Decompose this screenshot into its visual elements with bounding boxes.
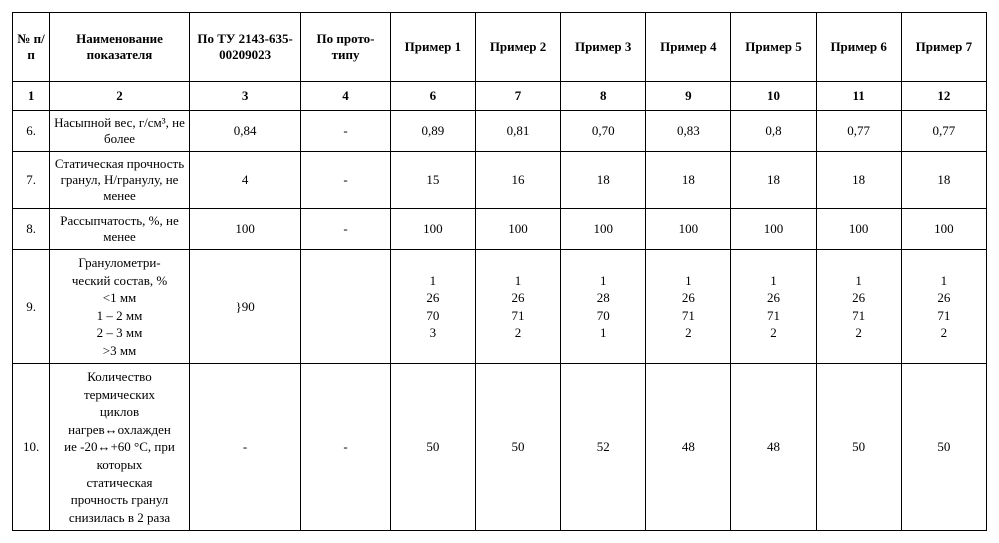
col-number: 12 — [901, 82, 986, 111]
cell: 52 — [561, 364, 646, 531]
cell: 15 — [390, 152, 475, 209]
row-index: 9. — [13, 250, 50, 364]
cell: - — [301, 152, 391, 209]
row-name: Гранулометри- ческий состав, % <1 мм 1 –… — [50, 250, 190, 364]
row-index: 6. — [13, 111, 50, 152]
row-name: Рассыпчатость, %, не менее — [50, 209, 190, 250]
cell: - — [301, 111, 391, 152]
cell: 100 — [816, 209, 901, 250]
cell: 1 26 71 2 — [475, 250, 560, 364]
col-number: 4 — [301, 82, 391, 111]
col-number: 8 — [561, 82, 646, 111]
col-header: Пример 1 — [390, 13, 475, 82]
cell: 1 26 71 2 — [816, 250, 901, 364]
cell: - — [301, 364, 391, 531]
cell: 0,77 — [901, 111, 986, 152]
col-header: № п/п — [13, 13, 50, 82]
cell: 50 — [475, 364, 560, 531]
cell: 18 — [646, 152, 731, 209]
row-index: 8. — [13, 209, 50, 250]
cell: 18 — [816, 152, 901, 209]
cell: 50 — [816, 364, 901, 531]
cell: 100 — [189, 209, 300, 250]
table-row: 10. Количество термических циклов нагрев… — [13, 364, 987, 531]
table-row: 7. Статическая прочность гранул, Н/грану… — [13, 152, 987, 209]
col-number: 11 — [816, 82, 901, 111]
cell: 0,8 — [731, 111, 816, 152]
cell: 18 — [561, 152, 646, 209]
table-row: 6. Насыпной вес, г/см³, не более 0,84 - … — [13, 111, 987, 152]
col-header: Наименование показателя — [50, 13, 190, 82]
cell: 0,89 — [390, 111, 475, 152]
row-index: 10. — [13, 364, 50, 531]
col-header: По ТУ 2143-635-00209023 — [189, 13, 300, 82]
cell: 48 — [646, 364, 731, 531]
data-table: № п/п Наименование показателя По ТУ 2143… — [12, 12, 987, 531]
col-number: 2 — [50, 82, 190, 111]
cell: 100 — [731, 209, 816, 250]
col-header: Пример 3 — [561, 13, 646, 82]
col-header: Пример 2 — [475, 13, 560, 82]
cell: }90 — [189, 250, 300, 364]
col-number: 1 — [13, 82, 50, 111]
cell: 1 28 70 1 — [561, 250, 646, 364]
cell: 0,83 — [646, 111, 731, 152]
cell: 0,70 — [561, 111, 646, 152]
row-name: Количество термических циклов нагрев↔охл… — [50, 364, 190, 531]
col-number: 6 — [390, 82, 475, 111]
cell: 100 — [561, 209, 646, 250]
col-header: По прото- типу — [301, 13, 391, 82]
cell: 50 — [901, 364, 986, 531]
cell: - — [189, 364, 300, 531]
col-number: 7 — [475, 82, 560, 111]
cell: 1 26 71 2 — [731, 250, 816, 364]
cell: 100 — [475, 209, 560, 250]
header-row: № п/п Наименование показателя По ТУ 2143… — [13, 13, 987, 82]
cell: 50 — [390, 364, 475, 531]
col-header: Пример 5 — [731, 13, 816, 82]
cell: 1 26 70 3 — [390, 250, 475, 364]
cell: 1 26 71 2 — [646, 250, 731, 364]
row-index: 7. — [13, 152, 50, 209]
row-name: Статическая прочность гранул, Н/гранулу,… — [50, 152, 190, 209]
col-number: 10 — [731, 82, 816, 111]
cell: 0,84 — [189, 111, 300, 152]
cell: 16 — [475, 152, 560, 209]
cell: 100 — [390, 209, 475, 250]
row-name: Насыпной вес, г/см³, не более — [50, 111, 190, 152]
col-header: Пример 6 — [816, 13, 901, 82]
cell: 0,81 — [475, 111, 560, 152]
cell: 48 — [731, 364, 816, 531]
cell: 4 — [189, 152, 300, 209]
col-header: Пример 7 — [901, 13, 986, 82]
header-number-row: 1 2 3 4 6 7 8 9 10 11 12 — [13, 82, 987, 111]
cell: 100 — [901, 209, 986, 250]
cell: 18 — [731, 152, 816, 209]
cell — [301, 250, 391, 364]
table-row: 9. Гранулометри- ческий состав, % <1 мм … — [13, 250, 987, 364]
cell: 0,77 — [816, 111, 901, 152]
cell: 18 — [901, 152, 986, 209]
cell: 100 — [646, 209, 731, 250]
col-header: Пример 4 — [646, 13, 731, 82]
col-number: 3 — [189, 82, 300, 111]
table-row: 8. Рассыпчатость, %, не менее 100 - 100 … — [13, 209, 987, 250]
cell: 1 26 71 2 — [901, 250, 986, 364]
cell: - — [301, 209, 391, 250]
col-number: 9 — [646, 82, 731, 111]
